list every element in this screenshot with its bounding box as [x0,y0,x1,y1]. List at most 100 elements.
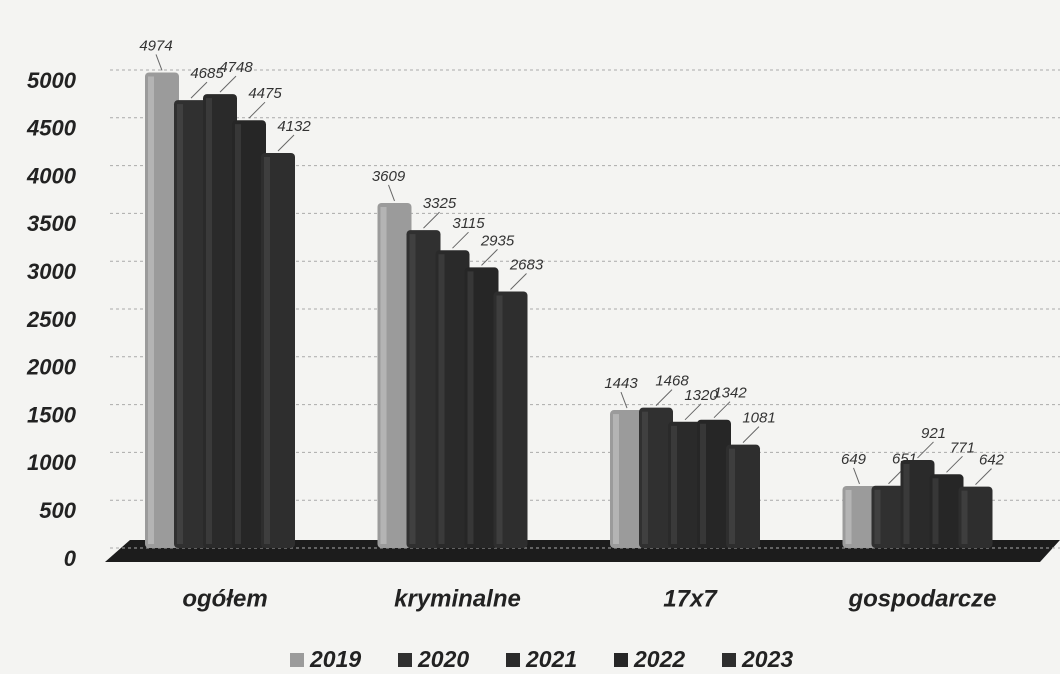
bar-highlight [148,76,154,545]
label-leader [277,134,295,152]
bar-highlight [961,490,968,544]
y-tick-label: 4500 [26,116,77,141]
data-label: 4748 [219,59,253,76]
data-label: 4685 [190,65,224,82]
bar-highlight [613,414,619,544]
label-leader [853,467,860,485]
data-label: 4974 [139,37,172,54]
bar-highlight [729,448,735,544]
data-label: 1443 [604,375,638,392]
bar [726,444,760,548]
bar-highlight [496,295,503,544]
bar [145,72,179,549]
bar-highlight [380,206,387,544]
legend-label: 2019 [309,646,361,672]
data-label: 3115 [452,215,485,232]
bar-highlight [235,124,241,544]
bar [639,407,673,548]
bar-highlight [177,104,183,544]
bar-highlight [467,271,474,544]
label-leader [975,468,992,485]
label-leader [452,231,469,249]
label-leader [917,441,934,459]
label-leader [190,81,208,99]
bar-highlight [932,478,939,544]
bar-highlight [642,411,648,544]
x-tick-label: 17x7 [663,585,718,612]
legend-swatch [506,653,520,667]
data-label: 4132 [277,118,311,135]
label-leader [219,75,237,93]
label-leader [713,401,731,419]
label-leader [684,403,702,421]
data-label: 1320 [684,387,718,404]
data-label: 3325 [423,195,457,212]
x-tick-label: ogółem [182,585,267,612]
y-tick-label: 3500 [27,211,77,236]
label-leader [155,54,163,71]
bar-highlight [409,234,416,544]
x-tick-label: gospodarcze [847,585,996,612]
bar [261,152,295,548]
label-leader [946,455,963,473]
bar [493,291,528,548]
legend-swatch [722,653,736,667]
data-label: 1342 [713,385,747,402]
legend-label: 2020 [417,646,469,672]
bar [929,474,964,548]
y-tick-label: 3000 [27,259,77,284]
data-label: 921 [921,425,946,442]
bar-highlight [206,98,212,545]
bar-highlight [845,489,852,544]
bar [377,202,412,548]
bar-highlight [874,489,881,544]
label-leader [742,426,760,444]
bar [203,94,237,549]
y-tick-label: 2500 [26,307,77,332]
bar [871,485,906,548]
y-tick-label: 4000 [26,163,77,188]
data-label: 3609 [372,168,406,185]
data-label: 2935 [480,232,515,249]
legend-swatch [290,653,304,667]
label-leader [423,211,440,229]
y-tick-label: 0 [64,546,77,571]
data-label: 771 [950,439,975,456]
bar [610,410,644,548]
bar [958,486,993,548]
bar-highlight [903,463,910,544]
legend-swatch [614,653,628,667]
data-label: 1468 [655,373,689,390]
label-leader [248,101,266,119]
legend-label: 2022 [633,646,685,672]
y-tick-label: 2000 [26,355,77,380]
chart-floor [105,540,1060,562]
bar [900,459,935,548]
bar [435,250,470,548]
data-label: 642 [979,452,1005,469]
label-leader [655,389,673,407]
data-label: 2683 [509,256,544,273]
bar-highlight [671,425,677,544]
label-leader [510,273,527,290]
bar-highlight [264,156,270,544]
data-label: 1081 [742,410,775,427]
legend-label: 2021 [525,646,577,672]
bar [842,485,877,548]
y-tick-label: 1000 [27,450,77,475]
label-leader [620,391,628,409]
bar [406,230,441,548]
bar-highlight [438,254,445,544]
label-leader [481,249,498,266]
bar [464,267,499,548]
y-tick-label: 1500 [27,402,77,427]
y-tick-label: 500 [39,498,76,523]
legend-swatch [398,653,412,667]
data-label: 649 [841,451,867,468]
bar-highlight [700,423,706,544]
bar [174,100,208,548]
x-tick-label: kryminalne [394,585,521,612]
legend-label: 2023 [741,646,793,672]
y-tick-label: 5000 [27,68,77,93]
